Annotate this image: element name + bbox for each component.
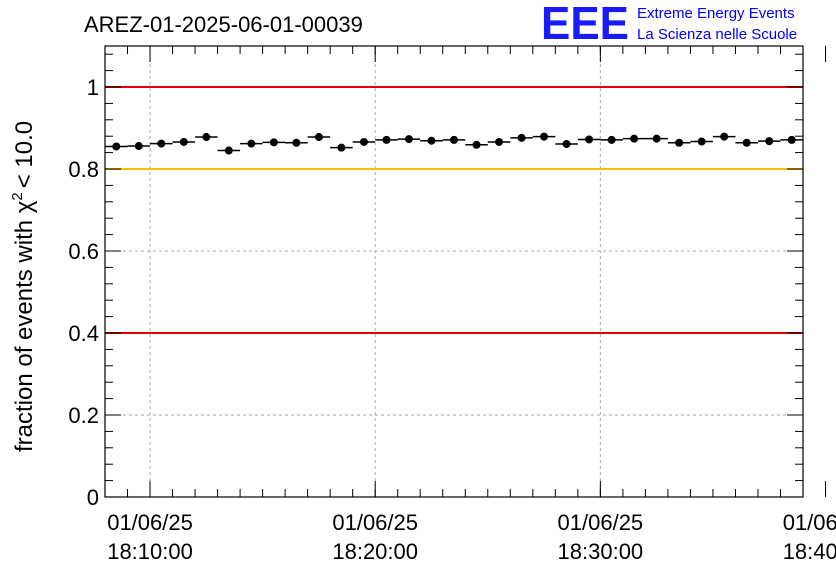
data-point: [404, 135, 413, 144]
data-point: [359, 137, 368, 146]
data-point: [112, 142, 121, 151]
data-point: [247, 139, 256, 148]
data-point: [157, 139, 166, 148]
x-tick-label-time: 18:40:00: [783, 539, 836, 564]
y-tick-label: 0: [87, 485, 99, 510]
y-tick-label: 1: [87, 75, 99, 100]
y-tick-label: 0.4: [68, 321, 99, 346]
y-tick-label: 0.8: [68, 157, 99, 182]
data-point: [652, 134, 661, 143]
data-point: [517, 133, 526, 142]
logo-line-1: Extreme Energy Events: [637, 5, 795, 22]
reference-lines: [105, 86, 803, 334]
y-axis-title-chi: χ: [11, 200, 38, 213]
data-point: [787, 135, 796, 144]
data-point: [269, 138, 278, 147]
axis-ticks: [104, 46, 827, 498]
data-point: [742, 138, 751, 147]
data-point: [765, 137, 774, 146]
chart-title: AREZ-01-2025-06-01-00039: [84, 12, 363, 37]
data-point: [540, 132, 549, 141]
data-point: [224, 146, 233, 155]
tick-labels: 0 0.2 0.4 0.6 0.8 1 01/06/25 18:10:00 01/06/25 18…: [68, 75, 836, 564]
y-axis-title-exponent: 2: [9, 192, 26, 200]
x-tick-label-time: 18:20:00: [332, 539, 418, 564]
y-tick-label: 0.2: [68, 403, 99, 428]
data-point: [382, 135, 391, 144]
data-point: [495, 137, 504, 146]
data-point: [292, 138, 301, 147]
data-point: [337, 143, 346, 152]
logo-line-2: La Scienza nelle Scuole: [637, 26, 797, 43]
x-tick-label-date: 01/06/25: [107, 510, 193, 535]
data-point: [450, 135, 458, 144]
x-tick-label-date: 01/06/25: [558, 510, 644, 535]
data-points: [105, 132, 803, 155]
x-tick-label-time: 18:10:00: [107, 539, 193, 564]
y-tick-label: 0.6: [68, 239, 99, 264]
x-tick-label-time: 18:30:00: [558, 539, 644, 564]
data-point: [562, 139, 571, 148]
grid-layer: [105, 46, 803, 497]
data-point: [134, 142, 143, 151]
data-point: [179, 137, 188, 146]
data-point: [675, 138, 684, 147]
data-point: [697, 137, 706, 146]
y-axis-title: fraction of events with χ2 < 10.0: [9, 121, 38, 452]
data-point: [630, 134, 639, 143]
data-point: [202, 133, 211, 142]
data-point: [427, 136, 436, 145]
data-point: [585, 135, 594, 144]
y-axis-title-main: fraction of events with: [11, 220, 38, 452]
x-tick-label-date: 01/06/25: [783, 510, 836, 535]
y-axis-title-threshold: < 10.0: [11, 121, 38, 188]
data-point: [607, 135, 616, 144]
x-tick-label-date: 01/06/25: [332, 510, 418, 535]
plot-frame: [104, 45, 804, 498]
data-point: [314, 133, 323, 142]
eee-logo: EEE Extreme Energy Events La Scienza nel…: [541, 0, 797, 49]
data-point: [472, 140, 481, 149]
data-point: [720, 132, 729, 141]
logo-eee: EEE: [541, 0, 629, 49]
